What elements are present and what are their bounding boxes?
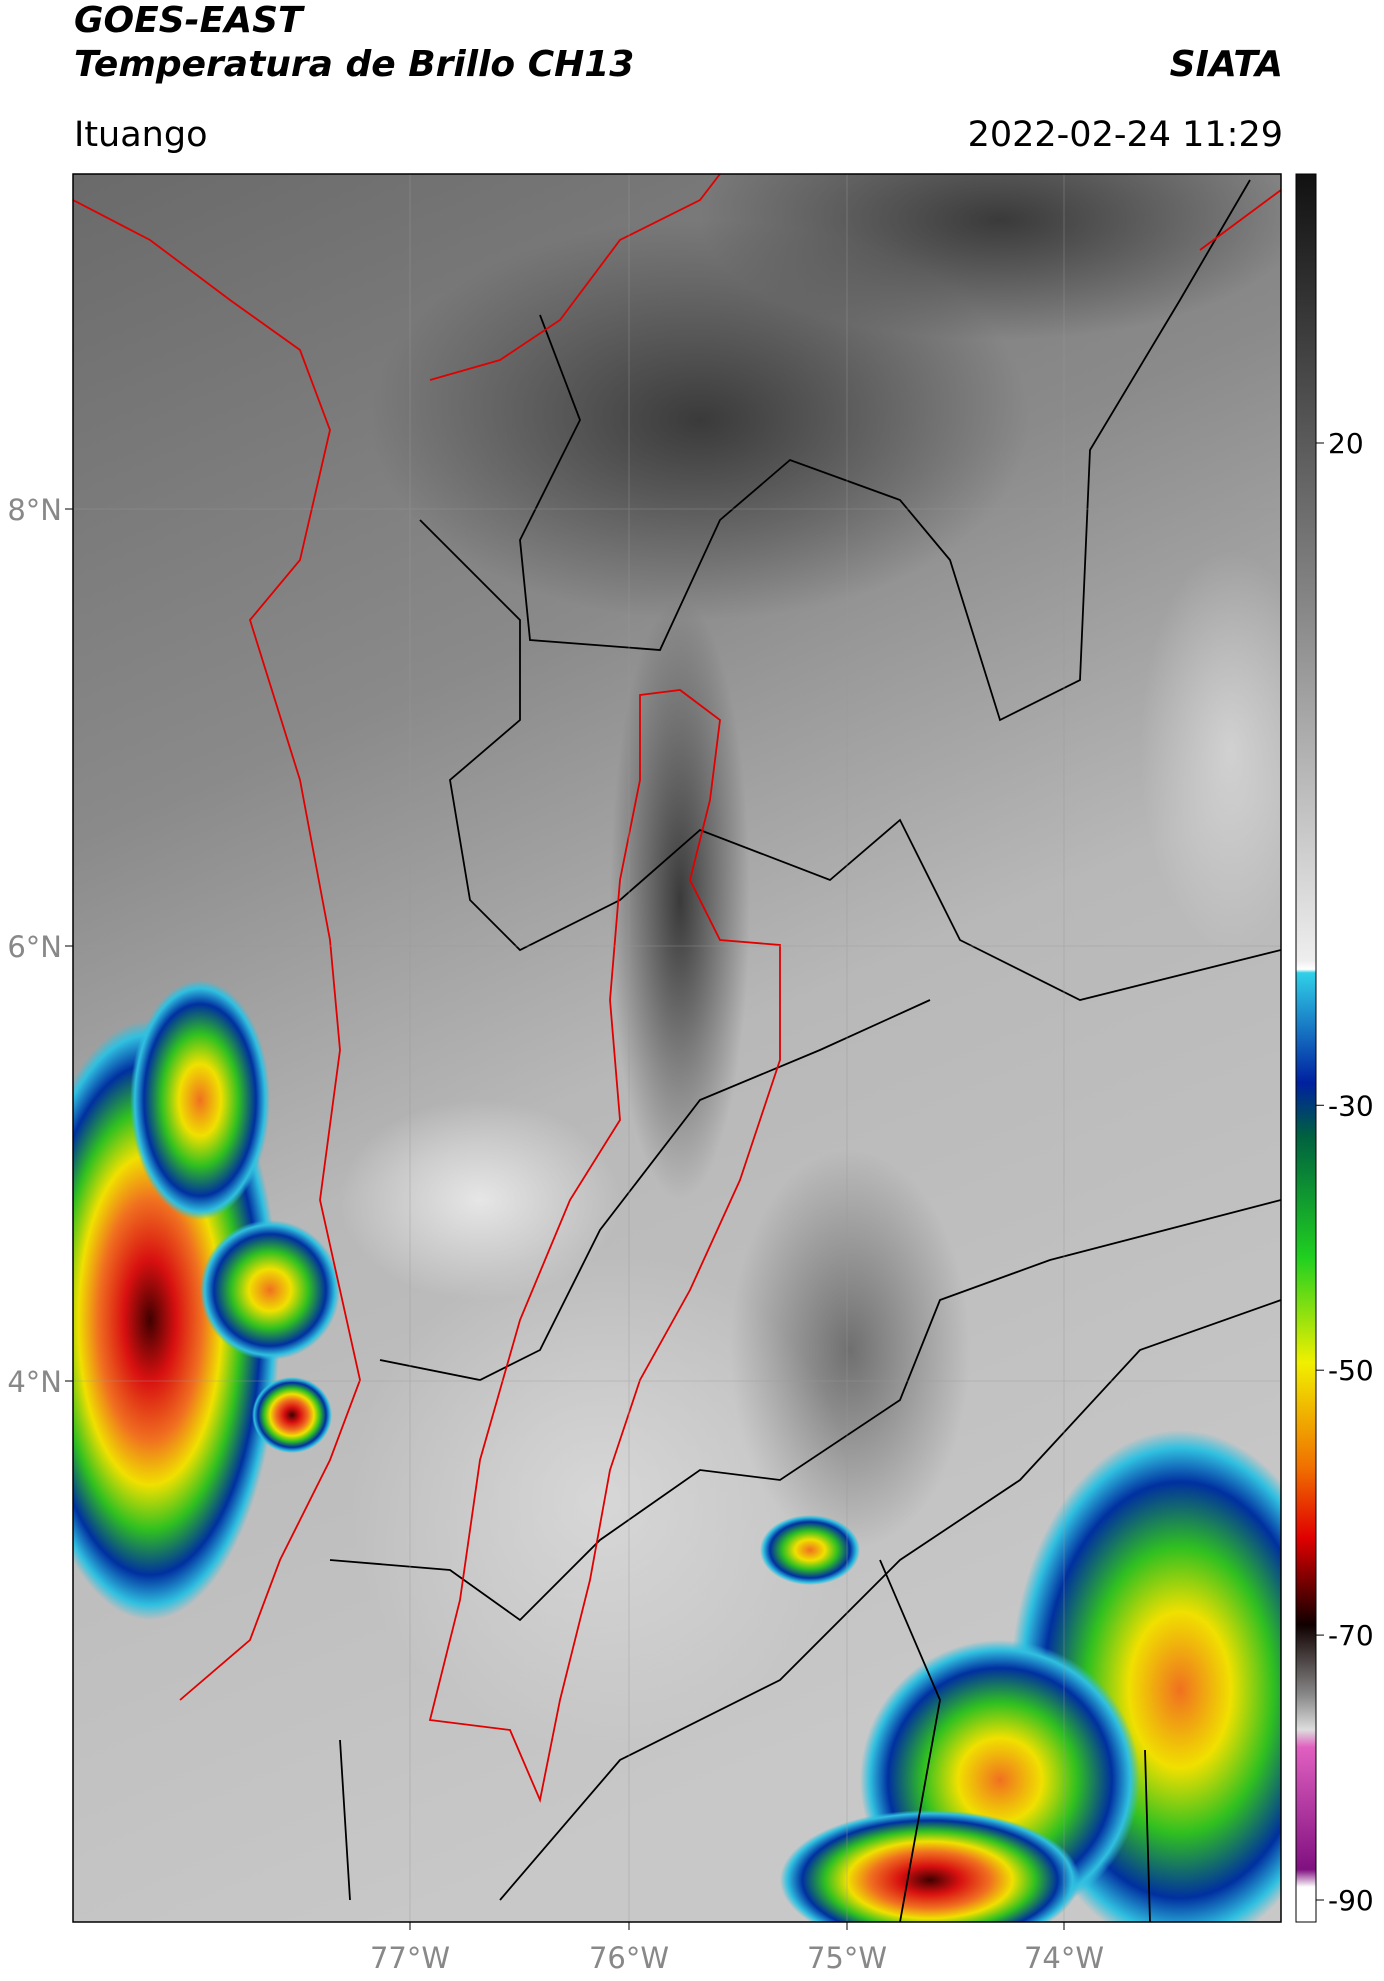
colorbar-tick-label: -30 xyxy=(1328,1089,1374,1122)
colorbar-tick-label: -90 xyxy=(1328,1884,1374,1917)
graticule xyxy=(73,174,1281,1922)
lat-label: 8°N xyxy=(7,493,62,527)
lat-label: 4°N xyxy=(7,1365,62,1399)
colorbar-tick-label: -50 xyxy=(1328,1354,1374,1387)
lon-label: 75°W xyxy=(807,1941,887,1975)
colorbar-tick-label: 20 xyxy=(1328,427,1364,460)
lat-label: 6°N xyxy=(7,930,62,964)
lon-label: 76°W xyxy=(589,1941,669,1975)
lon-label: 74°W xyxy=(1024,1941,1104,1975)
satellite-image xyxy=(73,174,1281,1922)
colorbar xyxy=(1295,173,1317,1923)
lon-label: 77°W xyxy=(370,1941,450,1975)
source: SIATA xyxy=(1169,44,1283,85)
colorbar-tick-label: -70 xyxy=(1328,1619,1374,1652)
subtitle: Temperatura de Brillo CH13 xyxy=(74,44,635,85)
map-frame xyxy=(72,173,1282,1923)
title: GOES-EAST xyxy=(74,0,303,41)
timestamp: 2022-02-24 11:29 xyxy=(967,115,1283,155)
location: Ituango xyxy=(74,115,208,155)
